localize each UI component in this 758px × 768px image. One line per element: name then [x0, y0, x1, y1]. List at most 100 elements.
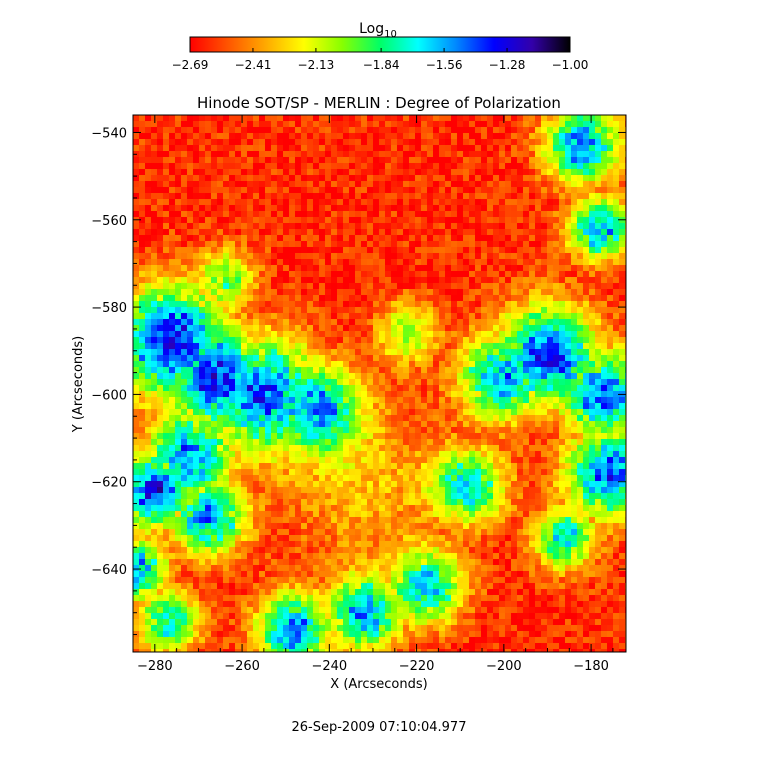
heatmap-cell [373, 301, 379, 307]
heatmap-cell [409, 127, 415, 133]
heatmap-cell [271, 289, 277, 295]
heatmap-cell [565, 163, 571, 169]
heatmap-cell [613, 145, 619, 151]
heatmap-cell [421, 145, 427, 151]
heatmap-cell [487, 325, 493, 331]
heatmap-cell [535, 121, 541, 127]
heatmap-cell [361, 163, 367, 169]
heatmap-cell [511, 169, 517, 175]
heatmap-cell [199, 415, 205, 421]
heatmap-cell [271, 337, 277, 343]
heatmap-cell [283, 169, 289, 175]
heatmap-cell [319, 121, 325, 127]
heatmap-cell [487, 289, 493, 295]
heatmap-cell [199, 181, 205, 187]
heatmap-cell [595, 277, 601, 283]
heatmap-cell [151, 319, 157, 325]
heatmap-cell [187, 355, 193, 361]
heatmap-cell [487, 337, 493, 343]
heatmap-cell [571, 403, 577, 409]
heatmap-cell [391, 145, 397, 151]
heatmap-cell [583, 391, 589, 397]
heatmap-cell [373, 157, 379, 163]
heatmap-cell [259, 121, 265, 127]
heatmap-cell [577, 133, 583, 139]
heatmap-cell [367, 175, 373, 181]
heatmap-cell [385, 427, 391, 433]
heatmap-cell [235, 331, 241, 337]
heatmap-cell [391, 373, 397, 379]
heatmap-cell [391, 277, 397, 283]
heatmap-cell [277, 457, 283, 463]
heatmap-cell [181, 139, 187, 145]
heatmap-cell [421, 211, 427, 217]
heatmap-cell [187, 397, 193, 403]
heatmap-cell [199, 271, 205, 277]
heatmap-cell [559, 181, 565, 187]
heatmap-cell [583, 433, 589, 439]
heatmap-cell [247, 421, 253, 427]
heatmap-cell [283, 379, 289, 385]
heatmap-cell [313, 139, 319, 145]
heatmap-cell [361, 175, 367, 181]
heatmap-cell [607, 151, 613, 157]
heatmap-cell [337, 223, 343, 229]
heatmap-cell [559, 277, 565, 283]
heatmap-cell [301, 391, 307, 397]
heatmap-cell [505, 343, 511, 349]
heatmap-cell [175, 295, 181, 301]
heatmap-cell [433, 307, 439, 313]
heatmap-cell [373, 277, 379, 283]
heatmap-cell [433, 385, 439, 391]
heatmap-cell [283, 295, 289, 301]
heatmap-cell [211, 241, 217, 247]
heatmap-cell [367, 157, 373, 163]
heatmap-cell [433, 277, 439, 283]
heatmap-cell [139, 379, 145, 385]
heatmap-cell [181, 361, 187, 367]
heatmap-cell [601, 235, 607, 241]
heatmap-cell [535, 469, 541, 475]
heatmap-cell [211, 331, 217, 337]
heatmap-cell [139, 133, 145, 139]
heatmap-cell [139, 151, 145, 157]
heatmap-cell [301, 373, 307, 379]
heatmap-cell [589, 169, 595, 175]
heatmap-cell [319, 259, 325, 265]
heatmap-cell [547, 373, 553, 379]
heatmap-cell [319, 199, 325, 205]
heatmap-cell [133, 343, 139, 349]
heatmap-cell [355, 379, 361, 385]
heatmap-cell [547, 253, 553, 259]
heatmap-cell [229, 259, 235, 265]
heatmap-cell [553, 163, 559, 169]
colorbar-tick-label: −1.28 [489, 58, 526, 72]
heatmap-cell [145, 121, 151, 127]
heatmap-cell [235, 289, 241, 295]
heatmap-cell [529, 433, 535, 439]
heatmap-cell [265, 211, 271, 217]
heatmap-cell [415, 199, 421, 205]
heatmap-cell [469, 373, 475, 379]
heatmap-cell [517, 343, 523, 349]
heatmap-cell [457, 139, 463, 145]
heatmap-cell [157, 421, 163, 427]
heatmap-cell [415, 289, 421, 295]
heatmap-cell [175, 259, 181, 265]
heatmap-cell [499, 199, 505, 205]
heatmap-cell [517, 355, 523, 361]
heatmap-cell [211, 421, 217, 427]
heatmap-cell [367, 247, 373, 253]
heatmap-cell [559, 343, 565, 349]
heatmap-cell [583, 199, 589, 205]
heatmap-cell [505, 271, 511, 277]
heatmap-cell [595, 259, 601, 265]
heatmap-cell [223, 457, 229, 463]
heatmap-cell [469, 367, 475, 373]
heatmap-cell [349, 259, 355, 265]
heatmap-cell [571, 151, 577, 157]
heatmap-cell [475, 397, 481, 403]
heatmap-cell [589, 391, 595, 397]
heatmap-cell [487, 211, 493, 217]
heatmap-cell [547, 265, 553, 271]
